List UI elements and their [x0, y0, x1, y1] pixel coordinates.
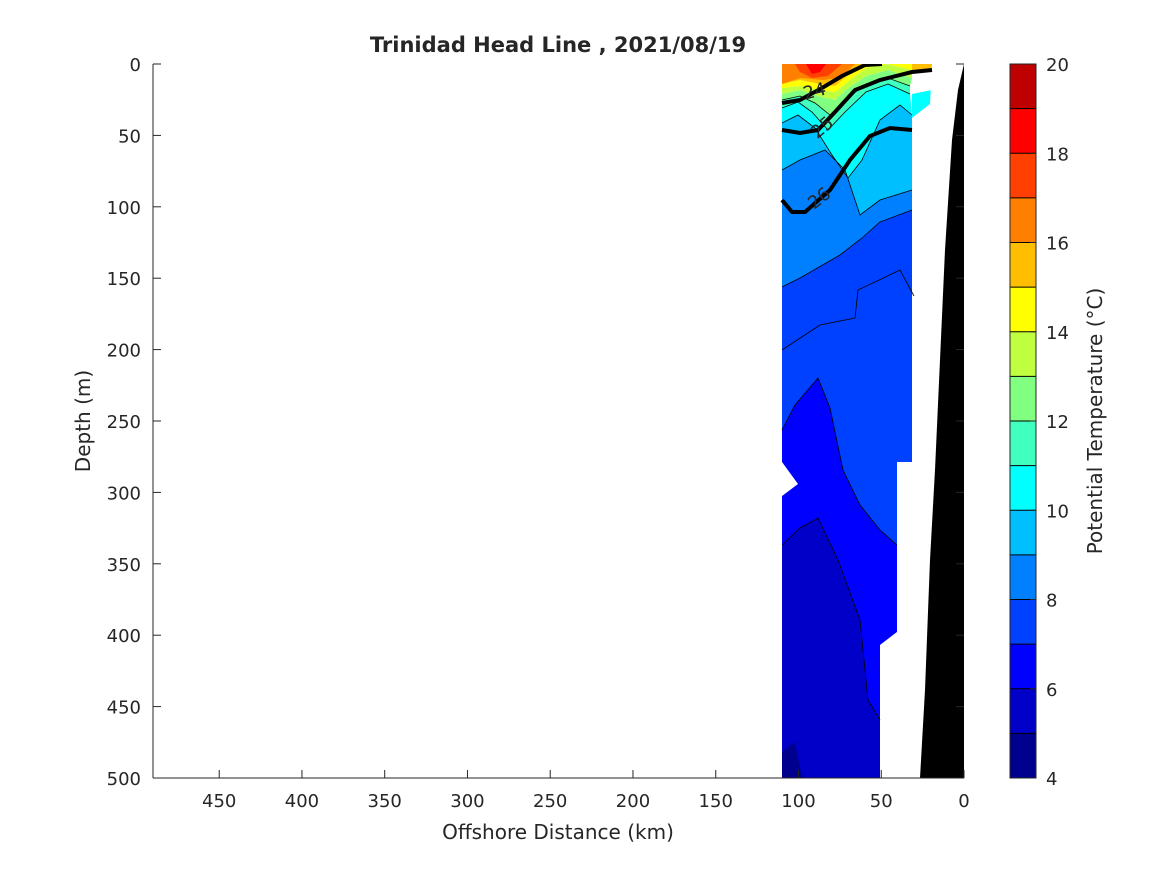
colorbar-segment	[1010, 421, 1036, 466]
colorbar-tick-label: 16	[1046, 234, 1069, 255]
x-tick-label: 350	[368, 791, 402, 812]
colorbar-segment	[1010, 733, 1036, 778]
colorbar-segment	[1010, 242, 1036, 288]
colorbar-segment	[1010, 64, 1036, 109]
x-axis-ticks: 450 400 350 300 250 200 150 100 50 0	[202, 770, 970, 812]
chart-title: Trinidad Head Line , 2021/08/19	[370, 33, 746, 57]
colorbar-tick-label: 8	[1046, 591, 1057, 612]
nearshore-warm	[912, 90, 932, 118]
x-tick-label: 200	[616, 791, 650, 812]
band-14-15	[782, 64, 912, 92]
band-8-9	[782, 150, 912, 287]
colorbar-segment	[1010, 108, 1036, 154]
colorbar-segment	[1010, 688, 1036, 734]
y-tick-label: 150	[107, 269, 141, 290]
x-tick-label: 450	[202, 791, 236, 812]
temperature-field	[780, 64, 964, 778]
colorbar-tick-label: 20	[1046, 55, 1069, 76]
band-5-6	[782, 518, 880, 778]
colorbar-segment	[1010, 376, 1036, 421]
colorbar-segment	[1010, 599, 1036, 645]
x-tick-label: 250	[533, 791, 567, 812]
y-tick-label: 450	[107, 698, 141, 719]
colorbar: 4 6 8 10 12 14 16 18 20	[1009, 55, 1069, 790]
x-axis-label: Offshore Distance (km)	[442, 820, 674, 844]
band-11-12	[782, 78, 910, 130]
colorbar-segment	[1010, 331, 1036, 377]
x-tick-label: 100	[781, 791, 815, 812]
band-12-13	[782, 70, 912, 115]
y-axis-label: Depth (m)	[71, 370, 95, 472]
x-tick-label: 150	[699, 791, 733, 812]
y-tick-label: 500	[107, 769, 141, 790]
colorbar-tick-label: 10	[1046, 501, 1069, 522]
colorbar-segment	[1010, 153, 1036, 198]
colorbar-tick-label: 18	[1046, 144, 1069, 165]
y-axis-ticks: 0 50 100 150 200 250 300 350 400 450 500	[107, 55, 964, 790]
band-7-8	[782, 210, 912, 545]
left-notch	[782, 462, 798, 496]
y-tick-label: 200	[107, 341, 141, 362]
x-tick-label: 400	[285, 791, 319, 812]
band-18-19	[806, 64, 826, 74]
colorbar-label: Potential Temperature (°C)	[1083, 288, 1107, 555]
colorbar-segment	[1010, 287, 1036, 332]
y-tick-label: 100	[107, 198, 141, 219]
x-tick-label: 50	[870, 791, 893, 812]
x-tick-label: 0	[958, 791, 969, 812]
colorbar-segment	[1010, 465, 1036, 511]
colorbar-tick-label: 12	[1046, 412, 1069, 433]
colorbar-tick-label: 14	[1046, 323, 1069, 344]
density-contours	[780, 64, 933, 214]
gap-lower	[880, 632, 897, 778]
colorbar-segment	[1010, 554, 1036, 600]
colorbar-tick-label: 4	[1046, 769, 1057, 790]
band-4-5	[782, 742, 802, 778]
colorbar-tick-label: 6	[1046, 680, 1057, 701]
colorbar-segment	[1010, 644, 1036, 689]
x-tick-label: 300	[450, 791, 484, 812]
y-tick-label: 350	[107, 555, 141, 576]
y-tick-label: 0	[130, 55, 141, 76]
bathymetry	[920, 64, 964, 778]
y-tick-label: 300	[107, 483, 141, 504]
colorbar-segment	[1010, 510, 1036, 555]
y-tick-label: 400	[107, 626, 141, 647]
band-6-7	[782, 378, 897, 720]
colorbar-segment	[1010, 197, 1036, 243]
band-10-11	[782, 84, 912, 178]
y-tick-label: 250	[107, 412, 141, 433]
y-tick-label: 50	[118, 126, 141, 147]
